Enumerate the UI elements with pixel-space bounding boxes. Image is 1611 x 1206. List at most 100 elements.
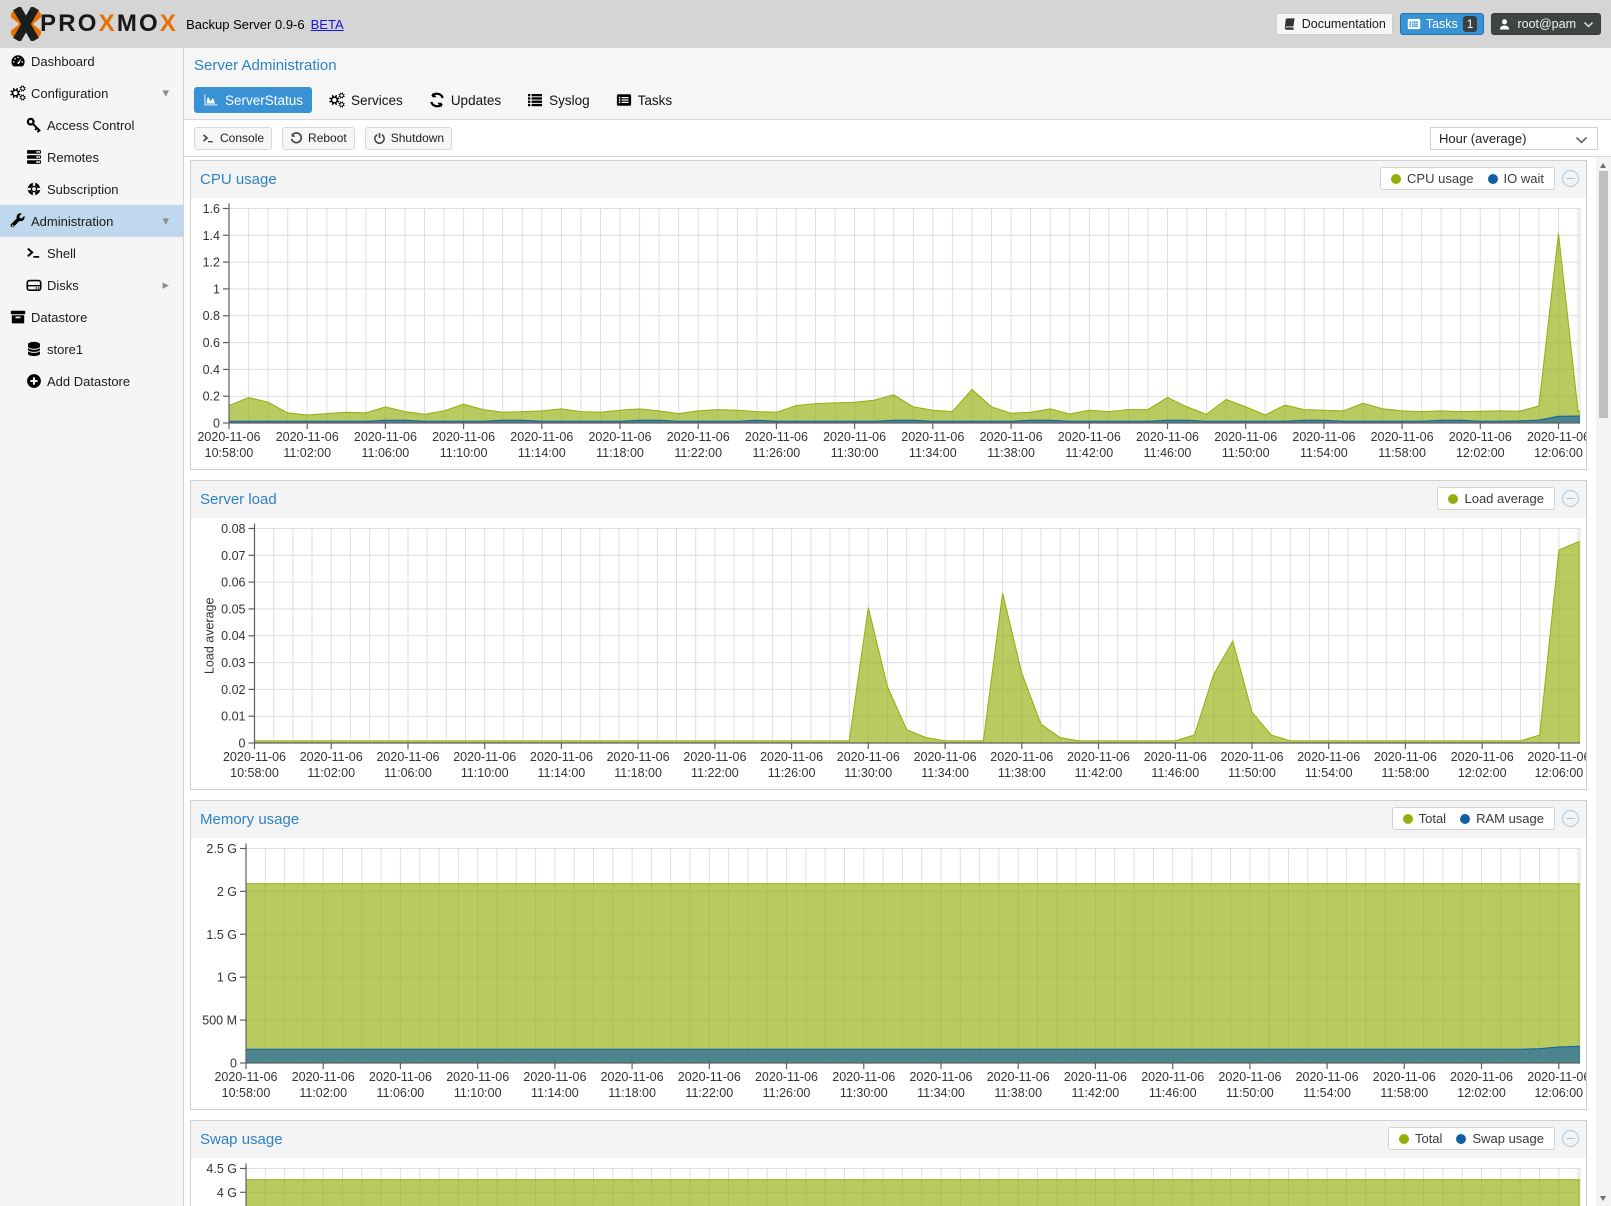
- svg-text:0.4: 0.4: [203, 363, 220, 377]
- svg-text:11:14:00: 11:14:00: [538, 766, 586, 780]
- svg-text:2020-11-06: 2020-11-06: [914, 750, 977, 764]
- svg-text:1.4: 1.4: [203, 229, 220, 243]
- svg-text:2020-11-06: 2020-11-06: [1371, 430, 1434, 444]
- svg-text:2020-11-06: 2020-11-06: [760, 750, 823, 764]
- svg-text:2020-11-06: 2020-11-06: [667, 430, 730, 444]
- svg-text:2020-11-06: 2020-11-06: [1058, 430, 1121, 444]
- svg-text:11:02:00: 11:02:00: [283, 446, 331, 460]
- svg-text:0.8: 0.8: [203, 309, 220, 323]
- svg-text:12:02:00: 12:02:00: [1458, 766, 1507, 780]
- svg-text:2020-11-06: 2020-11-06: [523, 1070, 586, 1084]
- svg-text:2020-11-06: 2020-11-06: [214, 1070, 277, 1084]
- svg-text:0: 0: [239, 737, 246, 751]
- svg-text:11:02:00: 11:02:00: [307, 766, 355, 780]
- svg-text:11:54:00: 11:54:00: [1300, 446, 1348, 460]
- svg-text:11:06:00: 11:06:00: [384, 766, 432, 780]
- svg-text:2020-11-06: 2020-11-06: [376, 750, 439, 764]
- svg-text:2020-11-06: 2020-11-06: [1136, 430, 1199, 444]
- svg-text:2020-11-06: 2020-11-06: [980, 430, 1043, 444]
- svg-text:2020-11-06: 2020-11-06: [1220, 750, 1283, 764]
- svg-text:11:42:00: 11:42:00: [1072, 1086, 1120, 1100]
- svg-text:2020-11-06: 2020-11-06: [1374, 750, 1437, 764]
- svg-text:2020-11-06: 2020-11-06: [607, 750, 670, 764]
- svg-text:11:38:00: 11:38:00: [998, 766, 1046, 780]
- svg-text:11:22:00: 11:22:00: [691, 766, 739, 780]
- svg-text:2020-11-06: 2020-11-06: [901, 430, 964, 444]
- svg-text:2 G: 2 G: [217, 885, 237, 899]
- svg-text:2020-11-06: 2020-11-06: [197, 430, 260, 444]
- svg-text:2020-11-06: 2020-11-06: [446, 1070, 509, 1084]
- svg-text:11:10:00: 11:10:00: [454, 1086, 502, 1100]
- svg-text:2020-11-06: 2020-11-06: [354, 430, 417, 444]
- svg-text:2020-11-06: 2020-11-06: [453, 750, 516, 764]
- svg-text:0.07: 0.07: [221, 549, 245, 563]
- svg-text:2020-11-06: 2020-11-06: [1064, 1070, 1127, 1084]
- svg-text:2020-11-06: 2020-11-06: [276, 430, 339, 444]
- svg-text:11:02:00: 11:02:00: [299, 1086, 347, 1100]
- svg-text:11:58:00: 11:58:00: [1382, 766, 1430, 780]
- svg-text:1.5 G: 1.5 G: [206, 928, 237, 942]
- svg-text:1.2: 1.2: [203, 256, 220, 270]
- svg-text:11:10:00: 11:10:00: [461, 766, 509, 780]
- svg-text:11:38:00: 11:38:00: [994, 1086, 1042, 1100]
- svg-text:11:38:00: 11:38:00: [987, 446, 1035, 460]
- svg-text:2020-11-06: 2020-11-06: [292, 1070, 355, 1084]
- svg-text:1 G: 1 G: [217, 971, 237, 985]
- svg-text:11:34:00: 11:34:00: [909, 446, 957, 460]
- svg-text:11:30:00: 11:30:00: [844, 766, 892, 780]
- svg-text:11:18:00: 11:18:00: [614, 766, 662, 780]
- svg-text:0.2: 0.2: [203, 390, 220, 404]
- svg-text:2020-11-06: 2020-11-06: [1297, 750, 1360, 764]
- svg-text:11:26:00: 11:26:00: [763, 1086, 811, 1100]
- svg-text:10:58:00: 10:58:00: [222, 1086, 271, 1100]
- svg-text:12:02:00: 12:02:00: [1456, 446, 1505, 460]
- svg-text:2020-11-06: 2020-11-06: [678, 1070, 741, 1084]
- svg-text:2020-11-06: 2020-11-06: [369, 1070, 432, 1084]
- svg-text:2020-11-06: 2020-11-06: [1296, 1070, 1359, 1084]
- svg-text:2020-11-06: 2020-11-06: [432, 430, 495, 444]
- svg-text:1: 1: [213, 282, 220, 296]
- svg-text:11:54:00: 11:54:00: [1303, 1086, 1351, 1100]
- svg-text:2020-11-06: 2020-11-06: [683, 750, 746, 764]
- svg-text:11:58:00: 11:58:00: [1378, 446, 1426, 460]
- svg-text:2020-11-06: 2020-11-06: [987, 1070, 1050, 1084]
- svg-text:12:06:00: 12:06:00: [1534, 1086, 1583, 1100]
- svg-text:12:02:00: 12:02:00: [1457, 1086, 1506, 1100]
- svg-text:0.02: 0.02: [221, 683, 245, 697]
- svg-text:2020-11-06: 2020-11-06: [1450, 1070, 1513, 1084]
- svg-text:2020-11-06: 2020-11-06: [1141, 1070, 1204, 1084]
- svg-text:11:34:00: 11:34:00: [921, 766, 969, 780]
- svg-text:2020-11-06: 2020-11-06: [300, 750, 363, 764]
- svg-text:0.06: 0.06: [221, 576, 245, 590]
- svg-text:11:26:00: 11:26:00: [753, 446, 801, 460]
- svg-text:2020-11-06: 2020-11-06: [755, 1070, 818, 1084]
- svg-text:12:06:00: 12:06:00: [1534, 446, 1583, 460]
- svg-text:11:42:00: 11:42:00: [1065, 446, 1113, 460]
- svg-text:11:18:00: 11:18:00: [596, 446, 644, 460]
- svg-text:2020-11-06: 2020-11-06: [1292, 430, 1355, 444]
- svg-text:2020-11-06: 2020-11-06: [1214, 430, 1277, 444]
- svg-text:0.01: 0.01: [221, 710, 245, 724]
- svg-text:2020-11-06: 2020-11-06: [1449, 430, 1512, 444]
- svg-text:0: 0: [213, 417, 220, 431]
- svg-text:11:34:00: 11:34:00: [917, 1086, 965, 1100]
- svg-text:2020-11-06: 2020-11-06: [823, 430, 886, 444]
- svg-text:11:06:00: 11:06:00: [362, 446, 410, 460]
- svg-text:11:46:00: 11:46:00: [1151, 766, 1199, 780]
- svg-text:4 G: 4 G: [217, 1186, 237, 1200]
- svg-text:2020-11-06: 2020-11-06: [837, 750, 900, 764]
- svg-text:2020-11-06: 2020-11-06: [1451, 750, 1514, 764]
- svg-text:2020-11-06: 2020-11-06: [588, 430, 651, 444]
- svg-text:2020-11-06: 2020-11-06: [909, 1070, 972, 1084]
- svg-text:Load average: Load average: [203, 598, 217, 675]
- svg-text:0.08: 0.08: [221, 522, 245, 536]
- svg-text:11:58:00: 11:58:00: [1380, 1086, 1428, 1100]
- svg-text:11:42:00: 11:42:00: [1075, 766, 1123, 780]
- svg-text:11:22:00: 11:22:00: [674, 446, 722, 460]
- svg-text:11:14:00: 11:14:00: [531, 1086, 579, 1100]
- svg-text:11:06:00: 11:06:00: [377, 1086, 425, 1100]
- svg-text:2020-11-06: 2020-11-06: [1527, 1070, 1586, 1084]
- svg-text:11:26:00: 11:26:00: [768, 766, 816, 780]
- svg-text:2020-11-06: 2020-11-06: [601, 1070, 664, 1084]
- svg-text:11:30:00: 11:30:00: [831, 446, 879, 460]
